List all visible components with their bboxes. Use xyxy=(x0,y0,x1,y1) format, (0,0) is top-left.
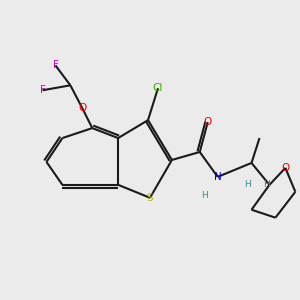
Text: O: O xyxy=(78,103,86,113)
Text: H: H xyxy=(244,180,251,189)
Text: F: F xyxy=(40,85,45,95)
Text: F: F xyxy=(52,60,59,70)
Text: O: O xyxy=(281,163,290,173)
Text: Cl: Cl xyxy=(153,83,163,93)
Text: H: H xyxy=(201,191,208,200)
Text: O: O xyxy=(204,117,212,127)
Text: N: N xyxy=(214,172,222,182)
Text: H: H xyxy=(263,180,269,189)
Text: S: S xyxy=(147,193,153,203)
